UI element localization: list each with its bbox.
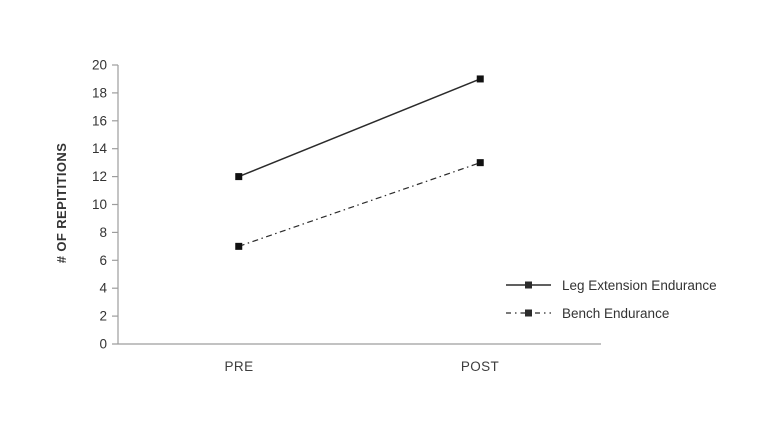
series-line-2 [238,162,481,247]
y-tick-label: 16 [92,113,107,128]
y-tick-label: 20 [92,58,107,73]
legend-dash-dot-line-square-marker-icon [506,309,551,317]
legend-entry-leg-extension: Leg Extension Endurance [506,271,717,299]
series-marker [476,75,484,83]
series-marker [476,159,484,167]
y-tick-label: 8 [99,225,107,240]
legend-entry-bench: Bench Endurance [506,299,717,327]
x-category-label-post: POST [460,359,500,374]
series-marker [235,242,243,250]
y-axis-title: # OF REPITITIONS [54,142,69,264]
y-tick-label: 0 [99,337,107,352]
y-tick-label: 14 [92,141,108,156]
y-tick-label: 10 [92,197,107,212]
legend-label: Bench Endurance [562,305,670,321]
y-tick-label: 6 [99,253,107,268]
y-tick-label: 4 [99,281,107,296]
y-tick-label: 12 [92,169,107,184]
series-line-1 [238,78,481,178]
legend-label: Leg Extension Endurance [562,277,717,293]
y-tick-label: 18 [92,85,107,100]
series-marker [235,173,243,181]
legend: Leg Extension Endurance Bench Endurance [506,271,717,327]
legend-solid-line-square-marker-icon [506,281,551,289]
y-tick-label: 2 [99,309,107,324]
x-category-label-pre: PRE [224,359,254,374]
